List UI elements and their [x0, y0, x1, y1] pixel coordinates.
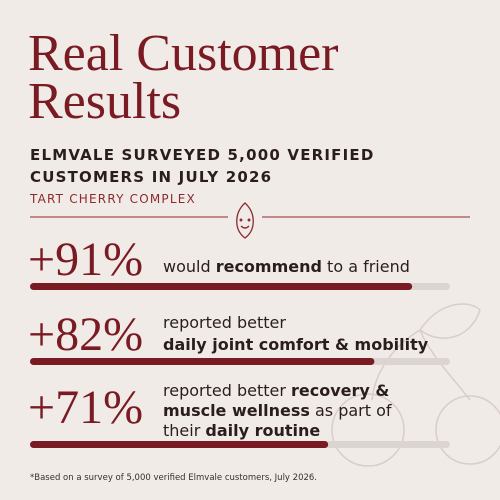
leaf-icon: [236, 202, 254, 239]
bar: [30, 358, 375, 365]
stat-text-segment: recovery &: [291, 381, 389, 400]
stats: +91% would recommend to a friend +82% repor…: [28, 233, 450, 448]
title-line: Real Customer: [28, 25, 339, 82]
stat-text-segment: their: [163, 421, 205, 440]
bar: [30, 283, 413, 290]
stat-text-segment: to a friend: [322, 257, 410, 276]
stat-text-segment: reported better: [163, 381, 291, 400]
stat-text-segment: would: [163, 257, 216, 276]
stat-value: +91%: [28, 233, 143, 286]
stat-text: daily joint comfort & mobility: [163, 335, 429, 354]
subtitle-line: ELMVALE SURVEYED 5,000 VERIFIED: [30, 146, 375, 164]
footnote: *Based on a survey of 5,000 verified Elm…: [30, 473, 317, 483]
product-name: TART CHERRY COMPLEX: [29, 192, 196, 206]
stat-text-segment: muscle wellness: [163, 401, 310, 420]
stat-text-segment: daily joint comfort & mobility: [163, 335, 429, 354]
title-line: Results: [28, 73, 181, 130]
stat-text-segment: recommend: [216, 257, 322, 276]
stat-value: +82%: [28, 308, 143, 361]
stat-text-segment: reported better: [163, 313, 286, 332]
stat-text: would recommend to a friend: [163, 257, 410, 276]
stat-value: +71%: [28, 381, 143, 434]
stat-text: reported better: [163, 313, 286, 332]
cherry-sketch: [331, 303, 500, 467]
stat-text-segment: daily routine: [205, 421, 320, 440]
stat-text: their daily routine: [163, 421, 320, 440]
stat-text: muscle wellness as part of: [163, 401, 392, 420]
bar: [30, 441, 329, 448]
stat-text: reported better recovery &: [163, 381, 389, 400]
stat-text-segment: as part of: [310, 401, 392, 420]
subtitle-line: CUSTOMERS IN JULY 2026: [30, 168, 272, 186]
